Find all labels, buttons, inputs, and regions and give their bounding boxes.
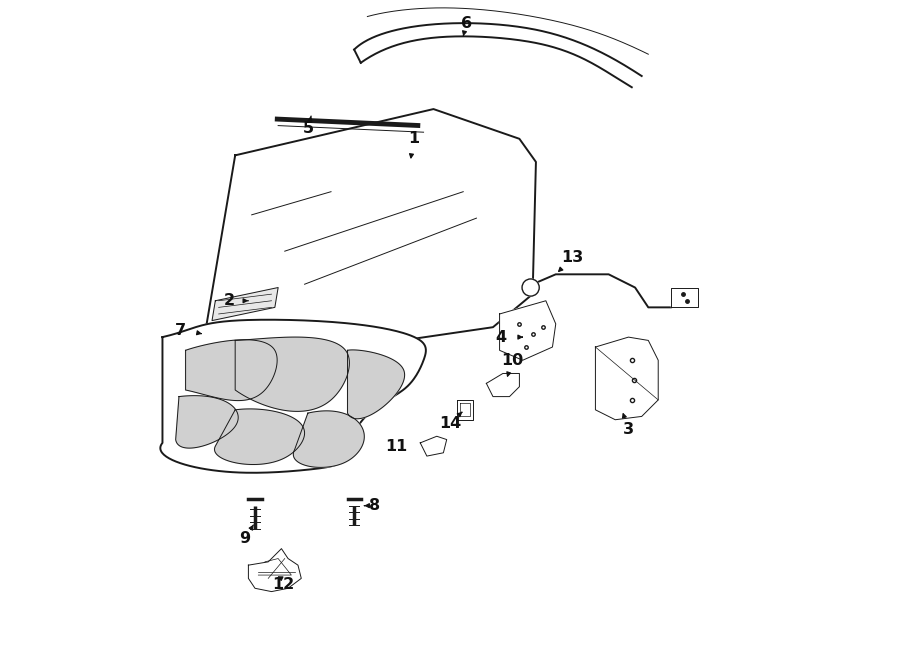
Text: 7: 7 [175,323,185,338]
Polygon shape [212,288,278,321]
Text: 13: 13 [562,251,583,265]
Polygon shape [486,373,519,397]
Text: 4: 4 [495,330,506,344]
Polygon shape [248,549,302,592]
Polygon shape [235,337,349,411]
Text: 3: 3 [623,422,634,437]
Text: 9: 9 [239,531,251,546]
Text: 1: 1 [408,132,419,146]
Text: 14: 14 [439,416,461,430]
Text: 5: 5 [302,122,313,136]
Polygon shape [500,301,556,360]
Polygon shape [293,411,365,467]
Polygon shape [347,350,405,419]
Text: 2: 2 [224,293,235,308]
Polygon shape [671,288,698,307]
Text: 12: 12 [273,578,294,592]
Circle shape [308,340,321,354]
Polygon shape [214,409,304,465]
Polygon shape [596,337,658,420]
Polygon shape [456,400,473,420]
Text: 6: 6 [461,16,472,30]
Circle shape [522,279,539,296]
Text: 10: 10 [501,353,524,368]
Polygon shape [185,340,277,401]
Polygon shape [420,436,446,456]
Text: 11: 11 [385,439,407,453]
Polygon shape [160,320,426,473]
Polygon shape [176,396,238,448]
Text: 8: 8 [370,498,381,513]
